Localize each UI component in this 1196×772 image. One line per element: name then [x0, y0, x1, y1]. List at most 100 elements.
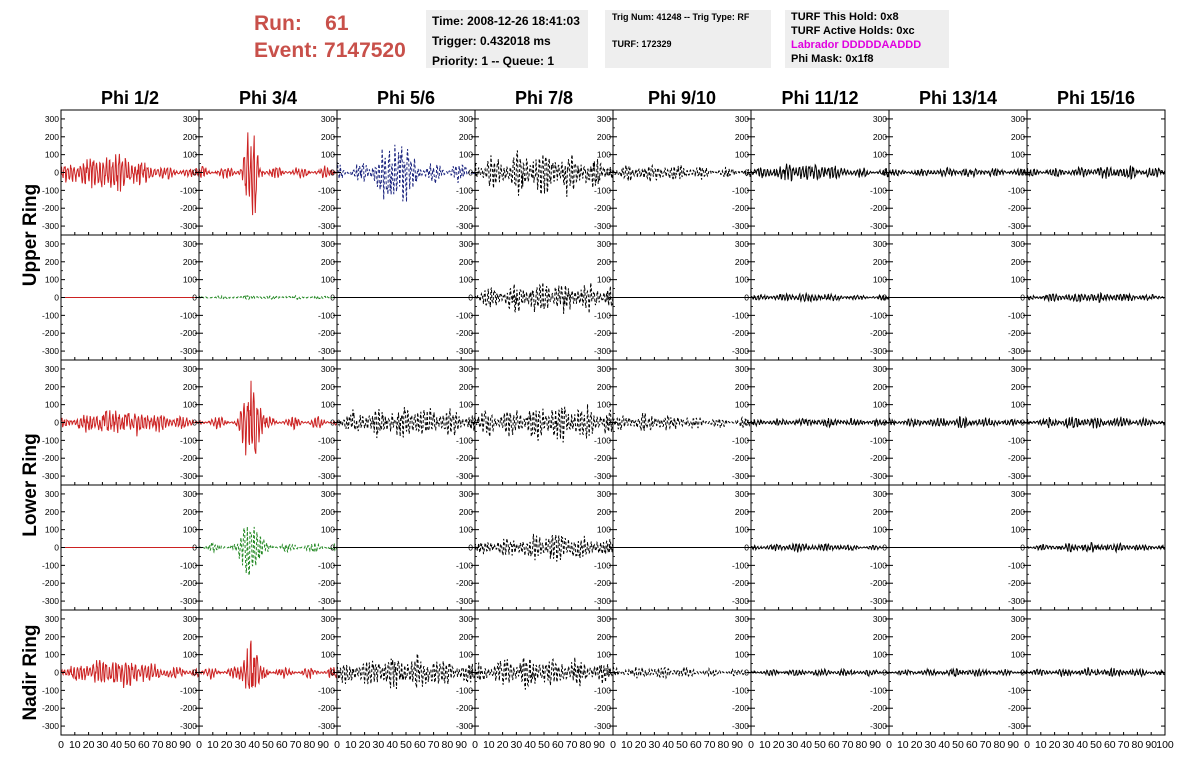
- y-tick-label: -300: [318, 346, 335, 356]
- y-tick-label: -100: [732, 560, 749, 570]
- x-tick-label: 30: [1063, 739, 1075, 751]
- y-tick-label: -100: [318, 685, 335, 695]
- x-tick-label: 80: [442, 739, 454, 751]
- x-tick-label: 10: [345, 739, 357, 751]
- waveform-trace: [888, 416, 1028, 429]
- y-tick-label: 200: [459, 132, 473, 142]
- waveform-trace: [474, 404, 614, 443]
- column-header: Phi 1/2: [101, 88, 159, 108]
- waveform-trace: [1026, 165, 1166, 180]
- x-tick-label: 80: [166, 739, 178, 751]
- y-tick-label: 100: [597, 650, 611, 660]
- y-tick-label: 300: [597, 364, 611, 374]
- y-tick-label: -200: [1008, 328, 1025, 338]
- y-tick-label: -200: [42, 453, 59, 463]
- y-tick-label: 300: [1011, 114, 1025, 124]
- y-tick-label: 300: [183, 114, 197, 124]
- y-tick-label: -300: [732, 721, 749, 731]
- y-tick-label: 200: [597, 632, 611, 642]
- y-tick-label: 0: [606, 293, 611, 303]
- y-tick-label: -100: [1008, 435, 1025, 445]
- y-tick-label: 300: [183, 489, 197, 499]
- y-tick-label: -200: [42, 203, 59, 213]
- y-tick-label: -100: [732, 310, 749, 320]
- waveform-trace: [750, 542, 890, 553]
- x-tick-label: 60: [966, 739, 978, 751]
- y-tick-label: 300: [459, 114, 473, 124]
- x-tick-label: 70: [566, 739, 578, 751]
- x-tick-label: 90: [593, 739, 605, 751]
- y-tick-label: 200: [459, 632, 473, 642]
- y-tick-label: -100: [456, 435, 473, 445]
- y-tick-label: -100: [42, 435, 59, 445]
- x-tick-label: 80: [718, 739, 730, 751]
- y-tick-label: -300: [180, 596, 197, 606]
- y-tick-label: 0: [1020, 168, 1025, 178]
- y-tick-label: 100: [183, 525, 197, 535]
- y-tick-label: 100: [45, 400, 59, 410]
- x-tick-label: 40: [800, 739, 812, 751]
- column-header: Phi 7/8: [515, 88, 573, 108]
- y-tick-label: 100: [45, 525, 59, 535]
- waveform-trace: [474, 282, 614, 314]
- y-tick-label: 0: [606, 418, 611, 428]
- y-tick-label: 100: [183, 150, 197, 160]
- x-tick-label: 0: [196, 739, 202, 751]
- x-tick-label: 90: [869, 739, 881, 751]
- y-tick-label: 300: [597, 239, 611, 249]
- y-tick-label: 300: [597, 114, 611, 124]
- y-tick-label: 100: [873, 275, 887, 285]
- y-tick-label: 200: [597, 132, 611, 142]
- panel-frame: [474, 484, 614, 611]
- y-tick-label: -300: [180, 221, 197, 231]
- y-tick-label: -100: [870, 435, 887, 445]
- y-tick-label: -200: [732, 703, 749, 713]
- x-tick-label: 0: [58, 739, 64, 751]
- waveform-trace: [888, 166, 1028, 179]
- x-tick-label: 20: [635, 739, 647, 751]
- x-tick-label: 30: [373, 739, 385, 751]
- y-tick-label: -100: [594, 435, 611, 445]
- x-tick-label: 0: [886, 739, 892, 751]
- y-tick-label: -200: [180, 578, 197, 588]
- ring-label: Upper Ring: [20, 184, 41, 286]
- y-tick-label: 0: [606, 168, 611, 178]
- x-tick-label: 20: [221, 739, 233, 751]
- y-tick-label: 0: [882, 668, 887, 678]
- time-info-box: Time: 2008-12-26 18:41:03 Trigger: 0.432…: [426, 10, 588, 68]
- y-tick-label: -300: [42, 471, 59, 481]
- y-tick-label: 0: [606, 668, 611, 678]
- y-tick-label: 0: [192, 418, 197, 428]
- x-tick-label: 70: [290, 739, 302, 751]
- x-tick-label: 20: [359, 739, 371, 751]
- y-tick-label: 0: [54, 543, 59, 553]
- waveform-trace: [612, 163, 752, 182]
- y-tick-label: 300: [321, 239, 335, 249]
- y-tick-label: 300: [597, 489, 611, 499]
- column-header: Phi 5/6: [377, 88, 435, 108]
- y-tick-label: 200: [873, 507, 887, 517]
- y-tick-label: -200: [870, 453, 887, 463]
- x-tick-label: 80: [856, 739, 868, 751]
- y-tick-label: 0: [744, 668, 749, 678]
- y-tick-label: -300: [870, 596, 887, 606]
- x-tick-label: 30: [787, 739, 799, 751]
- x-tick-label: 60: [138, 739, 150, 751]
- y-tick-label: -300: [732, 471, 749, 481]
- x-tick-label: 0: [334, 739, 340, 751]
- y-tick-label: 300: [321, 364, 335, 374]
- y-tick-label: 100: [735, 400, 749, 410]
- y-tick-label: -200: [180, 703, 197, 713]
- y-tick-label: -300: [732, 346, 749, 356]
- y-tick-label: 100: [321, 400, 335, 410]
- x-tick-label: 50: [1090, 739, 1102, 751]
- x-tick-label: 100: [1156, 739, 1174, 751]
- y-tick-label: -300: [456, 221, 473, 231]
- y-tick-label: -100: [42, 310, 59, 320]
- y-tick-label: 100: [1011, 150, 1025, 160]
- y-tick-label: 0: [330, 668, 335, 678]
- waveform-trace: [60, 660, 200, 688]
- y-tick-label: -100: [594, 560, 611, 570]
- y-tick-label: -200: [594, 203, 611, 213]
